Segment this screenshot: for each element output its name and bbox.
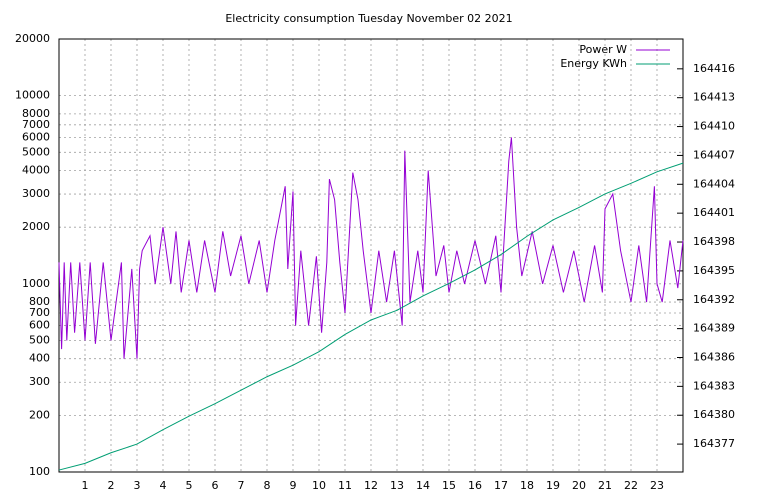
x-tick-label: 15: [442, 479, 456, 492]
y-tick-label: 200: [29, 408, 50, 421]
y2-tick-label: 164401: [693, 206, 735, 219]
y2-tick-label: 164416: [693, 62, 735, 75]
x-tick-label: 7: [238, 479, 245, 492]
y2-tick-label: 164398: [693, 235, 735, 248]
y2-tick-label: 164386: [693, 350, 735, 363]
x-tick-label: 22: [624, 479, 638, 492]
y-tick-label: 20000: [15, 32, 50, 45]
x-tick-label: 1: [82, 479, 89, 492]
y-tick-label: 500: [29, 333, 50, 346]
x-tick-label: 5: [186, 479, 193, 492]
x-tick-label: 19: [546, 479, 560, 492]
y-tick-label: 5000: [22, 145, 50, 158]
y2-tick-label: 164395: [693, 264, 735, 277]
x-tick-label: 14: [416, 479, 430, 492]
x-tick-label: 9: [290, 479, 297, 492]
y2-tick-label: 164383: [693, 379, 735, 392]
x-tick-label: 21: [598, 479, 612, 492]
x-tick-label: 3: [134, 479, 141, 492]
y2-tick-label: 164392: [693, 293, 735, 306]
y2-tick-label: 164389: [693, 322, 735, 335]
x-tick-label: 16: [468, 479, 482, 492]
legend-label: Energy KWh: [560, 57, 627, 70]
x-tick-label: 13: [390, 479, 404, 492]
y-tick-label: 700: [29, 306, 50, 319]
x-tick-label: 6: [212, 479, 219, 492]
y-tick-label: 600: [29, 319, 50, 332]
y-tick-label: 800: [29, 295, 50, 308]
y2-tick-label: 164407: [693, 148, 735, 161]
plot-frame: [58, 38, 684, 473]
y-tick-label: 1000: [22, 277, 50, 290]
y-tick-label: 100: [29, 465, 50, 478]
y-tick-label: 8000: [22, 107, 50, 120]
y-tick-label: 2000: [22, 220, 50, 233]
y2-tick-label: 164413: [693, 91, 735, 104]
y2-tick-label: 164404: [693, 177, 735, 190]
y2-tick-label: 164377: [693, 437, 735, 450]
x-tick-label: 12: [364, 479, 378, 492]
series-line: [58, 162, 684, 471]
x-tick-label: 8: [264, 479, 271, 492]
y-tick-label: 10000: [15, 89, 50, 102]
x-tick-label: 20: [572, 479, 586, 492]
series-line: [58, 137, 684, 359]
y-tick-label: 4000: [22, 164, 50, 177]
x-tick-label: 23: [650, 479, 664, 492]
x-tick-label: 2: [108, 479, 115, 492]
legend-label: Power W: [579, 43, 627, 56]
y-tick-label: 6000: [22, 130, 50, 143]
chart-title: Electricity consumption Tuesday November…: [225, 12, 512, 25]
x-tick-label: 4: [160, 479, 167, 492]
x-tick-label: 17: [494, 479, 508, 492]
x-tick-label: 18: [520, 479, 534, 492]
y2-tick-label: 164410: [693, 120, 735, 133]
y-tick-label: 7000: [22, 118, 50, 131]
y-tick-label: 400: [29, 352, 50, 365]
x-tick-label: 11: [338, 479, 352, 492]
y-tick-label: 3000: [22, 187, 50, 200]
x-tick-label: 10: [312, 479, 326, 492]
y2-tick-label: 164380: [693, 408, 735, 421]
y-tick-label: 300: [29, 375, 50, 388]
